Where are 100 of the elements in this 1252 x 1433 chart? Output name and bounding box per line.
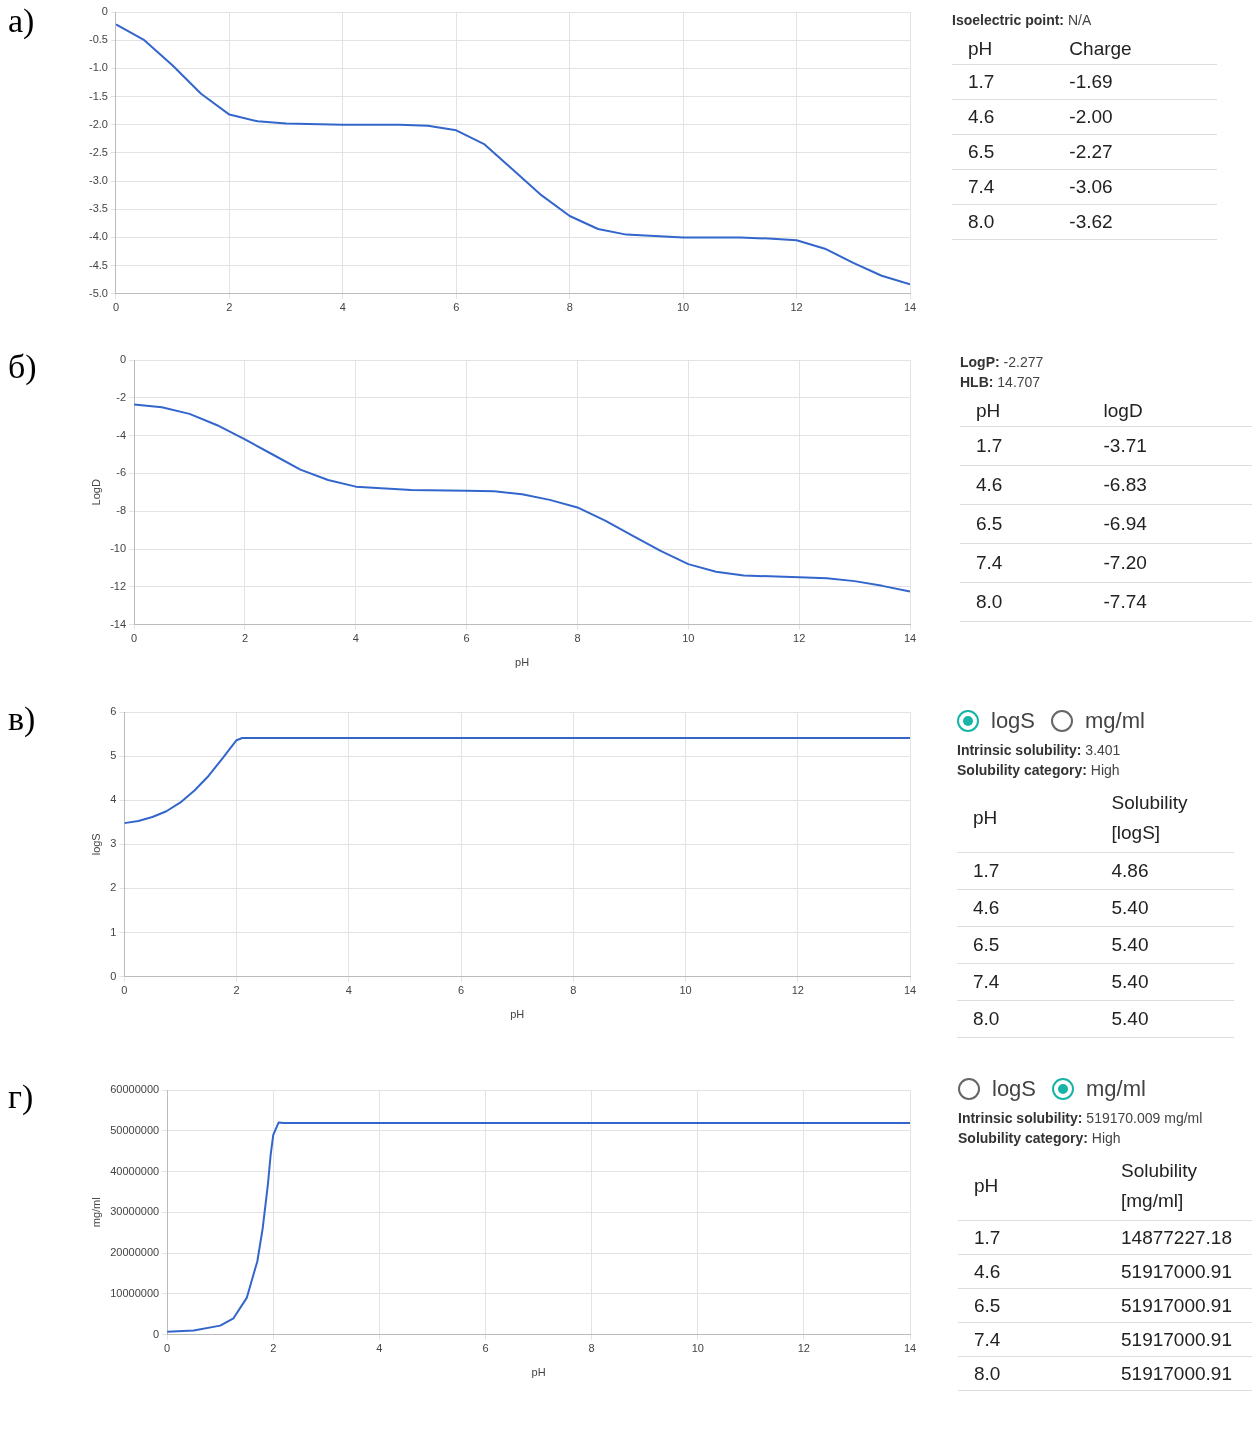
y-axis-title: logS <box>89 833 102 856</box>
text: Solubility category: High <box>957 762 1121 778</box>
text: logS <box>992 1076 1037 1102</box>
text: -3.71 <box>1103 435 1147 456</box>
text: 5.40 <box>1111 897 1149 918</box>
x-tick-label: 14 <box>903 632 917 645</box>
text: 5.40 <box>1111 934 1149 955</box>
x-tick-label: 12 <box>797 1342 810 1355</box>
x-tick-label: 10 <box>679 984 692 997</box>
category-label: 6.5 <box>957 926 1096 964</box>
y-tick-label: 10000000 <box>110 1286 160 1299</box>
y-tick-label: -1.0 <box>88 61 108 74</box>
text: 4.86 <box>1111 860 1149 881</box>
text: 51917000.91 <box>1121 1328 1232 1350</box>
y-tick-label: 0 <box>101 5 108 18</box>
text: -6.83 <box>1103 474 1147 495</box>
category-label: 8.0 <box>952 204 1054 240</box>
y-axis-title: mg/ml <box>89 1197 102 1228</box>
y-tick-label: -3.0 <box>88 174 108 187</box>
y-tick-label: -1.5 <box>88 89 108 102</box>
category-label: 8.0 <box>958 1356 1105 1391</box>
y-tick-label: -3.5 <box>88 202 108 215</box>
x-tick-label: 8 <box>570 984 577 997</box>
y-tick-label: 0 <box>119 353 127 366</box>
x-tick-label: 8 <box>566 301 573 314</box>
x-tick-label: 2 <box>270 1342 277 1355</box>
text: pH <box>958 1152 1105 1221</box>
x-tick-label: 10 <box>691 1342 704 1355</box>
x-tick-label: 8 <box>588 1342 595 1355</box>
y-tick-label: 2 <box>110 881 117 894</box>
text: г) <box>8 1078 34 1116</box>
text: -3.62 <box>1069 211 1113 232</box>
text: Intrinsic solubility: 3.401 <box>957 742 1122 758</box>
y-tick-label: 20000000 <box>110 1246 160 1259</box>
x-tick-label: 12 <box>793 632 806 645</box>
y-tick-label: 4 <box>110 793 117 806</box>
text: -6.94 <box>1103 513 1147 534</box>
text: Isoelectric point: N/A <box>952 12 1093 28</box>
x-axis-title: pH <box>510 1008 525 1021</box>
text: logD <box>1087 396 1252 427</box>
text: Intrinsic solubility: 519170.009 mg/ml <box>958 1110 1204 1126</box>
x-tick-label: 0 <box>164 1342 171 1355</box>
y-tick-label: 60000000 <box>110 1083 160 1096</box>
category-label: 6.5 <box>960 504 1088 544</box>
category-label: 7.4 <box>960 543 1088 583</box>
x-axis-title: pH <box>531 1366 546 1379</box>
x-tick-label: 2 <box>233 984 240 997</box>
y-tick-label: -2.5 <box>88 145 108 158</box>
x-tick-label: 12 <box>790 301 803 314</box>
y-tick-label: -4 <box>116 428 127 441</box>
x-tick-label: 2 <box>226 301 233 314</box>
x-tick-label: 2 <box>241 632 248 645</box>
category-label: 1.7 <box>957 852 1096 890</box>
y-tick-label: -12 <box>110 579 127 592</box>
text: 51917000.91 <box>1121 1260 1232 1282</box>
text: 51917000.91 <box>1121 1362 1232 1384</box>
x-tick-label: 4 <box>376 1342 383 1355</box>
x-tick-label: 6 <box>482 1342 489 1355</box>
x-tick-label: 4 <box>345 984 352 997</box>
x-axis-title: pH <box>515 656 530 669</box>
text: -2.00 <box>1069 106 1113 127</box>
category-label: 4.6 <box>960 465 1088 505</box>
y-tick-label: -4.0 <box>88 230 108 243</box>
category-label: 8.0 <box>960 582 1088 622</box>
y-tick-label: -10 <box>110 542 127 555</box>
text: pH <box>957 784 1096 853</box>
category-label: 1.7 <box>958 1220 1105 1255</box>
category-label: 4.6 <box>952 99 1054 135</box>
category-label: 1.7 <box>952 64 1054 100</box>
text: а) <box>8 2 35 40</box>
text: Solubility category: High <box>958 1130 1122 1146</box>
y-tick-label: -8 <box>116 504 127 517</box>
y-tick-label: 40000000 <box>110 1164 160 1177</box>
text: -3.06 <box>1069 176 1113 197</box>
text: -2.27 <box>1069 141 1113 162</box>
category-label: 8.0 <box>957 1000 1096 1038</box>
x-tick-label: 14 <box>903 984 917 997</box>
text: mg/ml <box>1086 1076 1146 1102</box>
x-tick-label: 14 <box>903 301 917 314</box>
y-tick-label: -14 <box>110 617 127 630</box>
x-tick-label: 8 <box>574 632 581 645</box>
category-label: 7.4 <box>952 169 1054 205</box>
x-tick-label: 6 <box>457 984 465 997</box>
y-tick-label: 3 <box>110 837 117 850</box>
x-tick-label: 14 <box>903 1342 917 1355</box>
y-tick-label: -4.5 <box>88 258 108 271</box>
y-tick-label: 0 <box>153 1327 160 1340</box>
category-label: 7.4 <box>957 963 1096 1001</box>
x-tick-label: 10 <box>677 301 690 314</box>
text: LogP: -2.277 <box>960 354 1045 370</box>
text: pH <box>960 396 1088 427</box>
y-tick-label: -2.0 <box>88 117 108 130</box>
text: -7.20 <box>1103 552 1147 573</box>
text: б) <box>8 348 37 386</box>
text: Charge <box>1053 34 1217 65</box>
x-tick-label: 4 <box>352 632 359 645</box>
y-tick-label: -2 <box>116 390 127 403</box>
text: Solubility [mg/ml] <box>1105 1152 1252 1221</box>
category-label: 4.6 <box>957 889 1096 927</box>
text: HLB: 14.707 <box>960 374 1042 390</box>
